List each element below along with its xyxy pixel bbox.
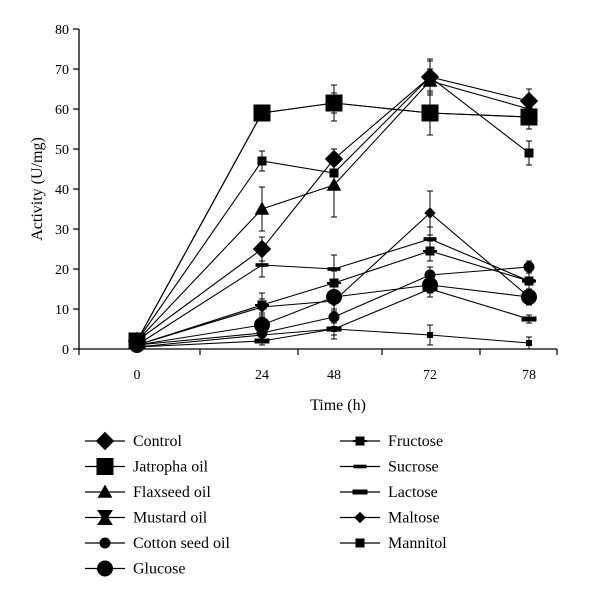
legend-label: Glucose [133, 561, 185, 578]
data-point [134, 344, 140, 350]
data-point [524, 148, 534, 158]
legend-item: Flaxseed oil [85, 484, 211, 501]
legend-marker [97, 484, 113, 498]
legend-label: Control [133, 433, 182, 450]
legend-label: Mustard oil [133, 510, 208, 527]
data-point [521, 109, 537, 125]
data-point [526, 340, 532, 346]
data-point [255, 263, 269, 267]
legend-item: Sucrose [340, 459, 439, 476]
legend-label: Maltose [388, 510, 440, 527]
data-point [327, 267, 341, 271]
legend-label: Sucrose [388, 459, 439, 476]
data-point [329, 168, 339, 178]
data-point [523, 291, 535, 303]
legend-label: Jatropha oil [133, 459, 209, 476]
legend-marker [96, 458, 114, 475]
y-tick-label: 60 [55, 103, 69, 118]
legend-item: Fructose [340, 433, 443, 450]
legend-label: Fructose [388, 433, 443, 450]
legend-item: Mannitol [340, 535, 447, 552]
y-tick-label: 0 [62, 343, 69, 358]
x-tick-label: 24 [255, 368, 269, 383]
legend-marker [95, 431, 115, 451]
y-axis-title: Activity (U/mg) [29, 137, 46, 241]
data-point [331, 326, 337, 332]
y-tick-label: 40 [55, 183, 69, 198]
data-point [328, 295, 340, 307]
legend-label: Cotton seed oil [133, 535, 230, 552]
legend-marker [99, 537, 111, 549]
legend-marker [352, 489, 368, 495]
legend-label: Mannitol [388, 535, 447, 552]
legend-item: Lactose [340, 484, 438, 501]
legend-item: Mustard oil [85, 510, 208, 527]
data-point [521, 316, 537, 322]
y-tick-label: 10 [55, 303, 69, 318]
y-tick-label: 80 [55, 23, 69, 38]
data-point [259, 332, 265, 338]
legend-marker [97, 560, 113, 577]
data-point [254, 201, 270, 215]
data-point [257, 156, 267, 166]
legend-item: Maltose [340, 510, 440, 527]
series-11 [134, 318, 532, 350]
data-point [427, 332, 433, 338]
y-tick-label: 30 [55, 223, 69, 238]
legend-marker [353, 464, 367, 469]
data-point [425, 72, 435, 82]
y-tick-label: 70 [55, 63, 69, 78]
series-10 [132, 58, 534, 346]
data-point [423, 237, 437, 241]
legend-marker [97, 510, 113, 525]
series-6 [130, 240, 536, 350]
data-point [326, 95, 342, 111]
y-tick-label: 20 [55, 263, 69, 278]
legend: Control Jatropha oil Flaxseed oil Mustard o… [85, 431, 447, 578]
legend-item: Glucose [85, 560, 185, 578]
data-point [254, 105, 270, 121]
legend-marker [355, 538, 365, 548]
data-point [424, 207, 436, 219]
data-point [256, 301, 268, 313]
legend-item: Jatropha oil [85, 458, 209, 476]
x-tick-label: 48 [327, 368, 341, 383]
legend-label: Flaxseed oil [133, 484, 211, 501]
x-axis-ticks: 0 24 48 72 78 [78, 349, 558, 383]
x-tick-label: 78 [522, 368, 536, 383]
legend-item: Control [85, 431, 182, 451]
x-tick-label: 0 [134, 368, 141, 383]
x-axis-title: Time (h) [310, 397, 366, 414]
legend-item: Cotton seed oil [85, 535, 230, 552]
legend-label: Lactose [388, 484, 438, 501]
legend-marker [354, 511, 366, 524]
y-axis-ticks: 0 10 20 30 40 50 60 70 80 [55, 23, 79, 358]
data-point [522, 279, 536, 283]
series-layer [127, 58, 539, 353]
y-tick-label: 50 [55, 143, 69, 158]
series-3 [129, 92, 537, 349]
data-point [422, 105, 438, 121]
data-point [422, 286, 438, 292]
data-point [523, 261, 535, 273]
data-point [132, 336, 142, 346]
x-tick-label: 72 [423, 368, 437, 383]
